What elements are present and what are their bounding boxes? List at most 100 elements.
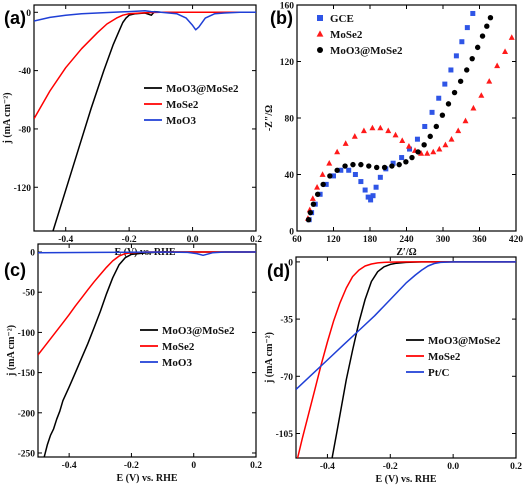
series-line-0 (331, 261, 516, 458)
plot-frame (37, 243, 257, 458)
data-point (390, 160, 396, 166)
y-tick-label: -40 (18, 67, 31, 77)
legend: MoO3@MoSe2 MoSe2 Pt/C (406, 335, 501, 379)
data-point (502, 48, 509, 55)
x-axis-label: E (V) vs. RHE (116, 473, 177, 484)
panel-label: (d) (267, 261, 290, 281)
x-tick-label: 300 (436, 235, 451, 245)
data-point (342, 163, 348, 169)
data-point (427, 133, 433, 140)
legend-swatch (316, 30, 324, 37)
data-point (433, 123, 440, 130)
y-tick-label: 0 (26, 9, 31, 19)
data-point (403, 159, 409, 165)
data-point (362, 187, 368, 193)
x-tick-label: -0.2 (383, 462, 398, 472)
x-tick-label: -0.4 (58, 235, 73, 245)
y-tick-label: -100 (18, 329, 36, 339)
data-point (309, 195, 316, 201)
data-point (429, 109, 435, 115)
data-point (442, 141, 449, 148)
y-tick-label: 160 (280, 2, 295, 12)
data-point (351, 133, 358, 139)
y-tick-label: 40 (285, 171, 295, 181)
data-point (334, 148, 341, 155)
plot-area (296, 261, 516, 458)
panel-label: (a) (4, 8, 26, 28)
data-point (342, 140, 349, 146)
data-point (385, 127, 392, 134)
chart-panel-d: -0.4 -0.2 0.0 0.2 0 -35 -70 -105 E (V) vs. RHE j … (264, 256, 522, 485)
data-point (327, 173, 333, 179)
data-point (350, 161, 356, 168)
data-point (436, 95, 442, 101)
legend-entry: MoO3 (162, 357, 192, 369)
data-point (314, 184, 321, 190)
data-point (405, 143, 412, 149)
y-tick-label: -70 (280, 373, 293, 383)
y-tick-label: 0 (288, 258, 293, 268)
y-axis-label: -Z″/Ω (264, 105, 275, 131)
data-point (338, 167, 344, 173)
data-point (352, 172, 358, 177)
data-point (475, 0, 480, 3)
data-point (389, 163, 395, 169)
data-point (305, 217, 312, 223)
data-point (474, 44, 481, 51)
y-axis-label: j (mA cm⁻²) (2, 92, 13, 144)
data-point (369, 124, 376, 131)
data-point (484, 23, 490, 29)
x-tick-label: 240 (399, 235, 414, 245)
data-point (462, 117, 469, 124)
x-tick-label: -0.4 (62, 461, 77, 471)
legend-entry: MoSe2 (428, 351, 461, 363)
x-tick-label: -0.2 (122, 235, 137, 245)
data-point (366, 163, 372, 169)
x-tick-label: 0.2 (250, 461, 262, 471)
series-line-2 (38, 251, 256, 257)
data-point (418, 150, 425, 156)
x-axis-label: E (V) vs. RHE (375, 474, 436, 485)
legend: GCE MoSe2 MoO3@MoSe2 (316, 13, 403, 57)
data-point (414, 136, 420, 142)
data-point (358, 179, 364, 185)
data-point (459, 39, 465, 45)
y-tick-label: -105 (276, 430, 294, 440)
data-point (421, 142, 427, 148)
legend-entry: MoO3 (166, 115, 196, 127)
data-point (396, 161, 402, 168)
data-point (407, 146, 413, 152)
data-point (360, 127, 367, 134)
y-tick-label: -250 (18, 449, 36, 459)
x-tick-label: 60 (292, 235, 302, 245)
y-tick-label: 80 (285, 115, 295, 125)
legend-entry: MoO3@MoSe2 (166, 83, 239, 95)
data-point (486, 78, 493, 84)
chart-panel-c: -0.4 -0.2 0 0.2 0 -50 -100 -150 -200 -250 E (V) vs… (4, 243, 262, 484)
legend-swatch (317, 15, 323, 21)
panel-label: (c) (4, 260, 26, 280)
x-tick-label: 360 (472, 235, 487, 245)
data-point (430, 148, 437, 155)
legend-entry: MoO3@MoSe2 (428, 335, 501, 347)
data-point (365, 194, 371, 200)
y-axis-label: j (mA cm⁻²) (264, 332, 275, 384)
y-tick-label: -50 (22, 289, 35, 299)
data-point (508, 34, 515, 40)
legend-entry: MoSe2 (166, 99, 199, 111)
legend-entry: Pt/C (428, 367, 449, 379)
y-tick-label: 120 (280, 58, 295, 68)
data-point (479, 33, 486, 39)
data-point (331, 173, 336, 179)
data-point (464, 25, 470, 31)
data-point (373, 184, 379, 190)
data-point (455, 127, 462, 134)
data-point (377, 174, 383, 180)
legend-entry: MoO3@MoSe2 (330, 45, 403, 57)
data-point (310, 201, 317, 207)
series-line-1 (38, 251, 256, 356)
plot-area (304, 0, 515, 223)
y-tick-label: -35 (280, 316, 293, 326)
